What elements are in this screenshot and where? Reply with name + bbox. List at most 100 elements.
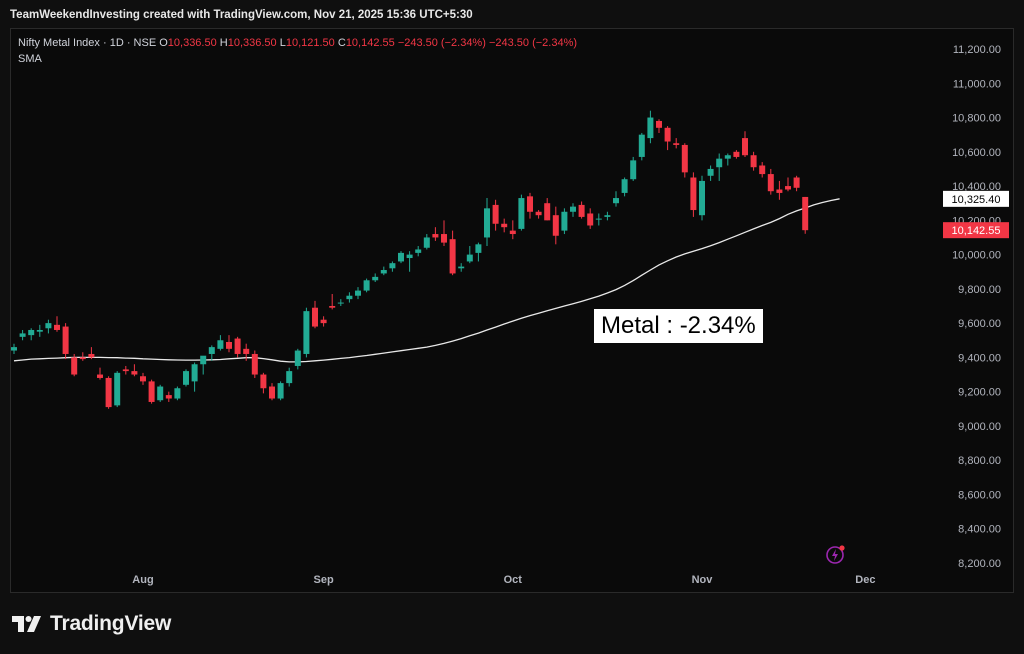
candle-body: [398, 252, 404, 262]
candle-body: [716, 158, 723, 168]
chart-panel[interactable]: [10, 28, 1014, 593]
candle-body: [647, 117, 654, 139]
candle-body: [690, 177, 697, 211]
candle-body: [595, 218, 602, 220]
y-axis-tick-label: 10,000.00: [952, 250, 1001, 262]
change-value-2: −243.50 (−2.34%): [488, 37, 578, 49]
candle-body: [45, 323, 52, 329]
candle-body: [251, 353, 258, 375]
candle-body: [776, 189, 783, 193]
sma-price-tag: [943, 190, 1009, 207]
candle-body: [578, 204, 585, 217]
candle-body: [355, 290, 361, 296]
candle-body: [793, 177, 800, 188]
candle-body: [71, 357, 78, 375]
y-axis-tick-label: 11,000.00: [953, 78, 1001, 90]
candle-body: [122, 369, 129, 372]
candle-body: [449, 239, 456, 274]
candle-body: [570, 206, 576, 212]
sma-indicator-label[interactable]: SMA: [18, 53, 42, 65]
candle-body: [226, 341, 232, 349]
candle-body: [79, 357, 86, 360]
x-axis-tick-label: Dec: [855, 574, 875, 586]
y-axis-tick-label: 8,800.00: [958, 455, 1001, 467]
candle-body: [372, 276, 379, 281]
candle-body: [509, 230, 516, 235]
sma-line: [13, 198, 840, 363]
candle-body: [329, 306, 336, 308]
y-axis-tick-label: 9,000.00: [958, 421, 1001, 433]
candle-body: [699, 180, 705, 216]
candle-body: [587, 213, 594, 226]
candle-body: [785, 186, 791, 190]
flash-icon[interactable]: [825, 543, 847, 565]
candle-body: [380, 270, 387, 274]
symbol-label[interactable]: Nifty Metal Index · 1D · NSE: [18, 37, 157, 49]
candle-body: [767, 174, 774, 192]
last-price-label: 10,142.55: [952, 225, 1001, 237]
candle-body: [260, 374, 267, 389]
y-axis-tick-label: 8,400.00: [958, 524, 1001, 536]
candle-body: [131, 371, 138, 375]
tradingview-wordmark: TradingView: [50, 612, 172, 635]
candle-body: [750, 155, 757, 168]
candle-body: [630, 160, 637, 180]
candle-body: [535, 211, 542, 216]
candle-body: [303, 311, 310, 354]
y-axis-tick-label: 8,200.00: [958, 558, 1001, 570]
y-axis-tick-label: 10,600.00: [952, 147, 1001, 159]
candle-body: [114, 372, 121, 406]
y-axis-tick-label: 8,600.00: [958, 489, 1001, 501]
low-label: L: [279, 37, 286, 49]
change-value: −243.50 (−2.34%): [397, 37, 486, 49]
candle-body: [638, 134, 645, 157]
candle-body: [406, 254, 413, 259]
y-axis-tick-label: 11,200.00: [953, 44, 1001, 56]
x-axis-tick-label: Aug: [132, 574, 153, 586]
candle-body: [544, 203, 551, 221]
candle-body: [441, 234, 447, 243]
candle-body: [475, 244, 482, 253]
candle-body: [312, 307, 318, 327]
candle-body: [621, 179, 628, 193]
attribution-text: TeamWeekendInvesting created with Tradin…: [10, 9, 473, 21]
y-axis-tick-label: 9,200.00: [958, 387, 1001, 399]
candle-body: [148, 381, 155, 402]
candle-body: [673, 143, 680, 145]
metal-change-annotation: Metal : -2.34%: [594, 309, 763, 343]
candle-body: [561, 211, 568, 231]
tradingview-logo-icon: [12, 616, 41, 632]
open-value: 10,336.50: [167, 37, 217, 49]
candle-body: [389, 263, 396, 269]
candle-body: [105, 377, 112, 408]
candle-body: [432, 234, 439, 238]
ohlc-legend: Nifty Metal Index · 1D · NSE O10,336.50 …: [18, 37, 577, 49]
tradingview-logo[interactable]: TradingView: [12, 612, 171, 636]
x-axis-tick-label: Nov: [692, 574, 714, 586]
candle-body: [423, 237, 430, 248]
candle-body: [724, 155, 731, 159]
candle-body: [97, 374, 103, 378]
candle-body: [492, 204, 499, 224]
candle-body: [733, 151, 740, 157]
candle-body: [174, 388, 181, 399]
candle-body: [707, 168, 714, 176]
candle-body: [243, 348, 250, 354]
candle-body: [501, 223, 508, 228]
candle-body: [604, 215, 611, 217]
close-label: C: [337, 37, 346, 49]
candle-body: [613, 198, 619, 204]
candle-body: [527, 196, 533, 212]
open-label: O: [159, 37, 168, 49]
candle-body: [664, 127, 671, 142]
close-value: 10,142.55: [345, 37, 395, 49]
candle-body: [518, 198, 525, 229]
candle-body: [183, 371, 189, 385]
candle-body: [363, 280, 370, 291]
candle-body: [269, 386, 275, 399]
candle-body: [484, 208, 490, 238]
candle-body: [681, 144, 688, 173]
candle-body: [320, 319, 327, 324]
last-price-tag: [943, 222, 1009, 239]
